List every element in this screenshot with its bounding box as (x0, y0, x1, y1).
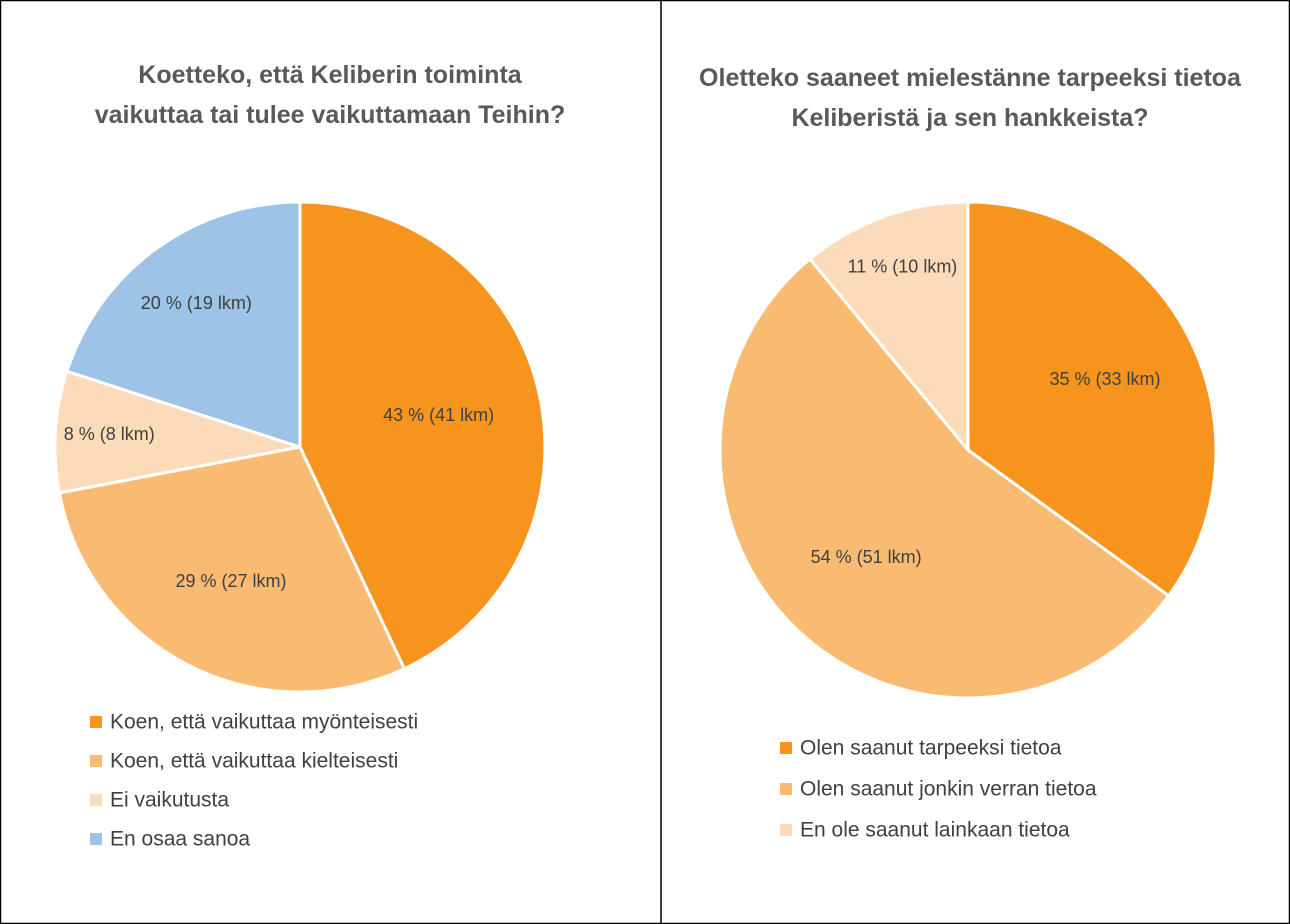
legend-marker (780, 824, 792, 836)
legend-label: Koen, että vaikuttaa kielteisesti (110, 750, 398, 773)
data-label: 35 % (33 lkm) (1049, 369, 1160, 389)
pie-slice (298, 200, 547, 671)
data-label: 43 % (41 lkm) (383, 405, 494, 425)
pie-slice (718, 256, 1171, 700)
chart-title: Oletteko saaneet mielestänne tarpeeksi t… (699, 64, 1241, 132)
legend-label: Olen saanut jonkin verran tietoa (800, 778, 1097, 801)
legend-marker (90, 755, 102, 767)
pie-slice (807, 200, 970, 455)
legend-marker (780, 742, 792, 754)
data-label: 20 % (19 lkm) (141, 293, 252, 313)
data-label: 29 % (27 lkm) (176, 571, 287, 591)
legend-marker (780, 783, 792, 795)
legend-label: En osaa sanoa (110, 828, 250, 851)
chart-title: Koetteko, että Keliberin toiminta vaikut… (94, 61, 566, 129)
pie-slice (53, 369, 301, 495)
legend-label: En ole saanut lainkaan tietoa (800, 819, 1070, 842)
legend-label: Koen, että vaikuttaa myönteisesti (110, 711, 418, 734)
data-label: 54 % (51 lkm) (811, 547, 922, 567)
pie-slice (57, 445, 407, 694)
legend-marker (90, 716, 102, 728)
data-label: 8 % (8 lkm) (64, 424, 155, 444)
legend-label: Olen saanut tarpeeksi tietoa (800, 737, 1062, 760)
legend-marker (90, 833, 102, 845)
pie-slice (65, 200, 302, 450)
legend-marker (90, 794, 102, 806)
data-label: 11 % (10 lkm) (848, 257, 958, 277)
legend-label: Ei vaikutusta (110, 789, 229, 812)
pie-slice (966, 200, 1218, 598)
